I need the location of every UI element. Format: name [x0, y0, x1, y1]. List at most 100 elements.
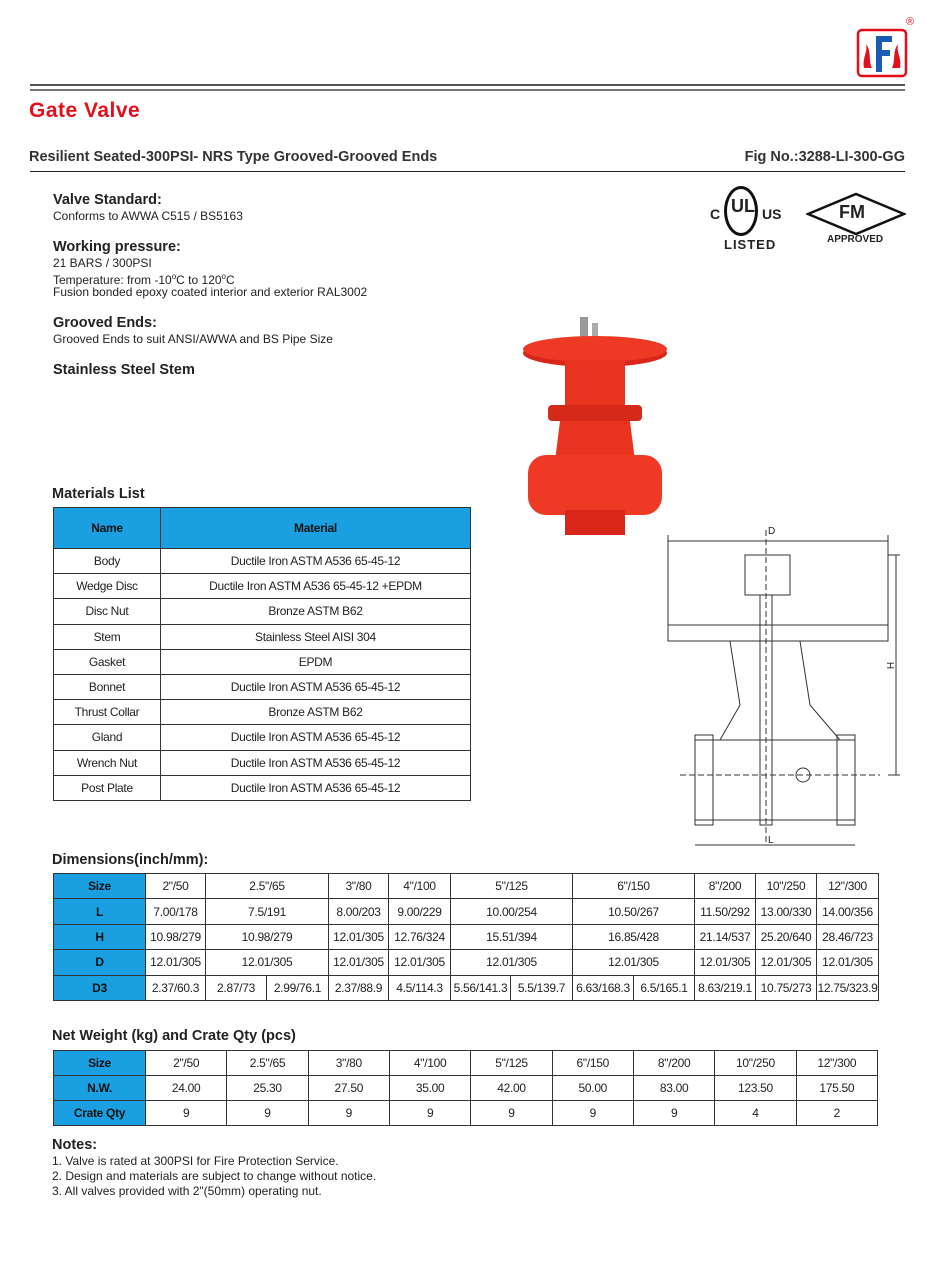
table-cell: 9	[551, 1100, 634, 1126]
table-cell: 10.75/273	[755, 974, 817, 1001]
table-cell: 15.51/394	[450, 923, 573, 951]
table-cell: Gasket	[53, 648, 161, 675]
row-header: H	[53, 923, 146, 951]
table-row: Size 2"/50 2.5"/65 3"/80 4"/100 5"/125 6"/150 8…	[53, 872, 939, 900]
table-cell: 10.98/279	[145, 923, 206, 951]
table-cell: 12.01/305	[450, 949, 573, 976]
table-row: Size 2"/50 2.5"/65 3"/80 4"/100 5"/125 6"/150 8…	[53, 1050, 879, 1076]
table-row: Gasket EPDM	[53, 648, 471, 675]
table-cell: 175.50	[795, 1075, 879, 1101]
table-cell: 27.50	[307, 1075, 390, 1101]
table-cell: 13.00/330	[755, 898, 817, 925]
table-row: Body Ductile Iron ASTM A536 65-45-12	[53, 547, 471, 575]
table-cell: 2	[795, 1100, 879, 1126]
table-cell: 42.00	[470, 1075, 553, 1101]
table-cell: 21.14/537	[694, 923, 756, 951]
table-row: H 10.98/279 10.98/279 12.01/305 12.76/324 15.…	[53, 923, 939, 951]
table-cell: 4"/100	[388, 1050, 472, 1076]
table-cell: 9	[388, 1100, 472, 1126]
table-cell: 12.01/305	[816, 949, 879, 976]
table-cell: Disc Nut	[53, 598, 161, 625]
table-row: D 12.01/305 12.01/305 12.01/305 12.01/305 12.…	[53, 949, 939, 976]
table-cell: 12.01/305	[572, 949, 695, 976]
ul-listed-mark: C UL US LISTED	[708, 186, 800, 256]
table-cell: 9	[144, 1100, 228, 1126]
table-cell: Ductile Iron ASTM A536 65-45-12 +EPDM	[160, 573, 471, 600]
product-subtitle: Resilient Seated-300PSI- NRS Type Groove…	[29, 149, 438, 165]
table-cell: Ductile Iron ASTM A536 65-45-12	[160, 774, 471, 801]
table-cell: 7.00/178	[145, 898, 206, 925]
table-cell: 7.5/191	[205, 898, 329, 925]
table-cell: 5.5/139.7	[510, 974, 573, 1001]
table-cell: 5.56/141.3	[450, 974, 511, 1001]
table-cell: 9	[226, 1100, 309, 1126]
weight-title: Net Weight (kg) and Crate Qty (pcs)	[52, 1028, 296, 1044]
dimension-label-d: D	[768, 526, 776, 537]
table-cell: Post Plate	[53, 774, 161, 801]
table-cell: 2.87/73	[205, 974, 267, 1001]
table-cell: 4"/100	[388, 872, 451, 900]
table-cell: 10"/250	[714, 1050, 797, 1076]
row-header: L	[53, 898, 146, 925]
valve-standard-heading: Valve Standard:	[53, 192, 162, 208]
fig-number: Fig No.:3288-LI-300-GG	[744, 149, 905, 165]
table-row: Gland Ductile Iron ASTM A536 65-45-12	[53, 724, 471, 751]
row-header: N.W.	[53, 1075, 146, 1101]
table-cell: 8.00/203	[328, 898, 389, 925]
table-cell: 8"/200	[632, 1050, 716, 1076]
fm-approved-mark: FM APPROVED	[806, 192, 906, 252]
grooved-ends-text: Grooved Ends to suit ANSI/AWWA and BS Pi…	[53, 332, 333, 346]
table-cell: 6"/150	[551, 1050, 634, 1076]
table-cell: 11.50/292	[694, 898, 756, 925]
table-cell: 24.00	[144, 1075, 228, 1101]
note-item: 2. Design and materials are subject to c…	[52, 1169, 377, 1183]
row-header: Size	[53, 1050, 146, 1076]
table-cell: Bonnet	[53, 673, 161, 701]
table-cell: Ductile Iron ASTM A536 65-45-12	[160, 724, 471, 751]
notes-title: Notes:	[52, 1137, 98, 1153]
table-cell: 12.01/305	[145, 949, 206, 976]
table-cell: 5"/125	[450, 872, 573, 900]
table-cell: 2.5"/65	[226, 1050, 309, 1076]
table-row: N.W. 24.00 25.30 27.50 35.00 42.00 50.00 83.00 1…	[53, 1075, 879, 1101]
table-cell: 2.5"/65	[205, 872, 329, 900]
table-row: Wedge Disc Ductile Iron ASTM A536 65-45-1…	[53, 573, 471, 600]
dimension-drawing: D H L	[660, 525, 910, 855]
table-cell: 9.00/229	[388, 898, 451, 925]
table-row: Thrust Collar Bronze ASTM B62	[53, 699, 471, 726]
table-cell: 10.50/267	[572, 898, 695, 925]
table-cell: 12.76/324	[388, 923, 451, 951]
table-cell: Wrench Nut	[53, 749, 161, 776]
dimensions-title: Dimensions(inch/mm):	[52, 852, 209, 868]
table-cell: 16.85/428	[572, 923, 695, 951]
table-cell: Gland	[53, 724, 161, 751]
table-cell: Bronze ASTM B62	[160, 598, 471, 625]
table-cell: 25.20/640	[755, 923, 817, 951]
dimension-label-l: L	[768, 835, 774, 846]
header-rule	[30, 89, 905, 91]
table-cell: 2.99/76.1	[266, 974, 329, 1001]
table-row: Disc Nut Bronze ASTM B62	[53, 598, 471, 625]
table-cell: 14.00/356	[816, 898, 879, 925]
table-cell: 2"/50	[144, 1050, 228, 1076]
table-cell: 9	[632, 1100, 716, 1126]
table-row: L 7.00/178 7.5/191 8.00/203 9.00/229 10.00/25…	[53, 898, 939, 925]
table-cell: Ductile Iron ASTM A536 65-45-12	[160, 547, 471, 575]
table-cell: 10"/250	[755, 872, 817, 900]
table-cell: Stainless Steel AISI 304	[160, 623, 471, 650]
table-cell: 25.30	[226, 1075, 309, 1101]
brand-logo	[856, 28, 908, 78]
table-row: Wrench Nut Ductile Iron ASTM A536 65-45-1…	[53, 749, 471, 776]
table-cell: 83.00	[632, 1075, 716, 1101]
table-cell: 4	[714, 1100, 797, 1126]
grooved-ends-heading: Grooved Ends:	[53, 315, 157, 331]
table-cell: 6.5/165.1	[633, 974, 695, 1001]
column-header: Name	[53, 507, 161, 549]
table-cell: 12"/300	[795, 1050, 879, 1076]
pressure-text: 21 BARS / 300PSI	[53, 256, 152, 270]
weight-table: Size 2"/50 2.5"/65 3"/80 4"/100 5"/125 6"/150 8…	[53, 1050, 879, 1126]
table-cell: 9	[470, 1100, 553, 1126]
table-cell: 12.01/305	[694, 949, 756, 976]
row-header: Crate Qty	[53, 1100, 146, 1126]
table-cell: 12"/300	[816, 872, 879, 900]
